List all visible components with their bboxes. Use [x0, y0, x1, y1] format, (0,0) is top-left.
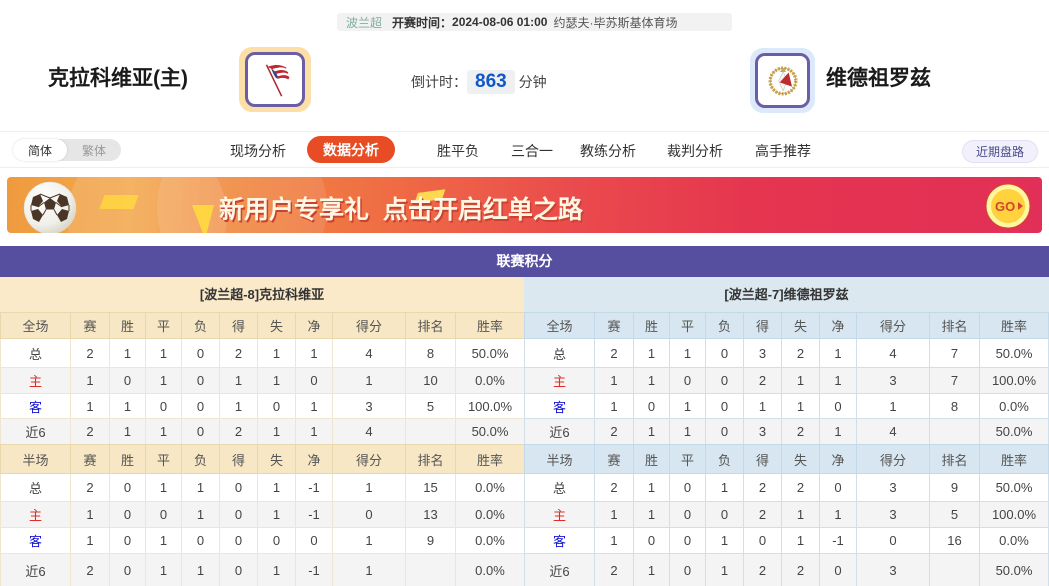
svg-text:GO: GO: [995, 199, 1015, 214]
